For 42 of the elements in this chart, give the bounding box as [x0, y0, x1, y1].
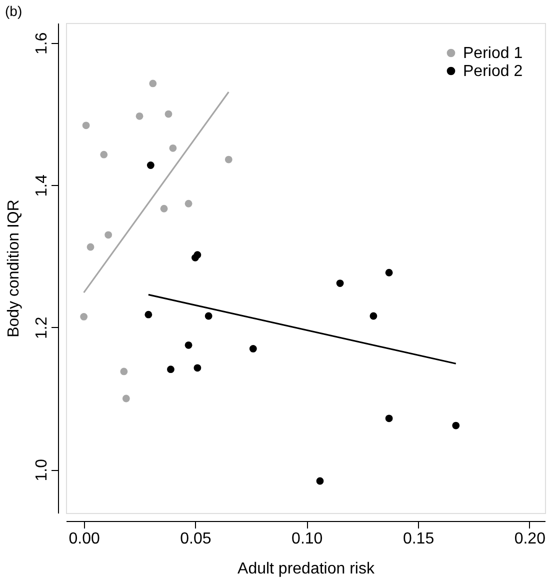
y-tick-label: 1.6: [34, 32, 50, 55]
x-tick-label: 0.15: [402, 530, 434, 548]
point: [136, 112, 144, 120]
y-tick-label: 1.0: [34, 458, 50, 482]
point: [452, 422, 460, 430]
point: [160, 204, 168, 212]
point: [86, 243, 94, 251]
point: [184, 341, 192, 349]
point: [224, 156, 232, 164]
point: [120, 368, 128, 376]
point: [100, 150, 108, 158]
x-tick-label: 0.00: [68, 530, 100, 548]
x-tick-label: 0.05: [180, 530, 212, 548]
y-tick-label: 1.2: [34, 316, 50, 340]
legend-label: Period 1: [463, 45, 523, 62]
point: [104, 231, 112, 239]
point: [385, 414, 393, 422]
point: [336, 280, 344, 287]
x-tick-label: 0.20: [514, 530, 546, 548]
point: [316, 477, 324, 485]
x-tick-label: 0.10: [292, 530, 323, 548]
point: [149, 80, 157, 88]
y-tick-label: 1.4: [34, 174, 50, 197]
point: [164, 110, 172, 118]
point: [370, 312, 378, 320]
point: [144, 310, 152, 318]
legend-label: Period 2: [463, 63, 523, 80]
point: [194, 364, 202, 372]
point: [80, 313, 88, 320]
point: [249, 345, 257, 352]
point: [146, 162, 154, 169]
y-axis-title: Body condition IQR: [6, 200, 22, 338]
point: [122, 394, 130, 402]
point: [204, 312, 212, 320]
point: [194, 251, 202, 259]
x-axis-title: Adult predation risk: [238, 560, 376, 578]
point: [169, 144, 177, 152]
text: (b): [5, 3, 22, 19]
point: [82, 122, 90, 130]
point: [184, 200, 192, 208]
point: [385, 268, 393, 276]
point: [167, 366, 174, 374]
